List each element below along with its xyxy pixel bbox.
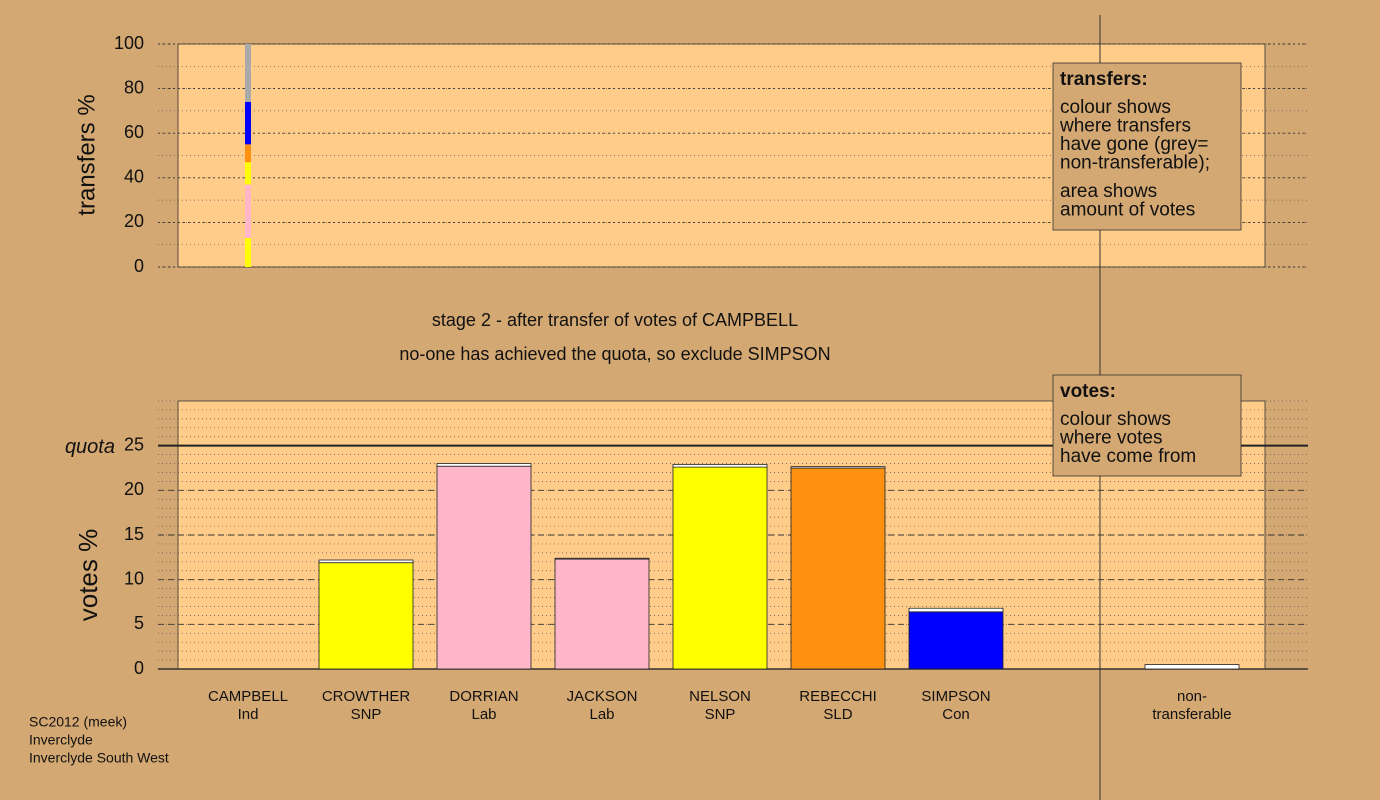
- x-tick-label: NELSON: [689, 688, 751, 705]
- y-tick-label: 15: [124, 524, 144, 544]
- x-tick-label: JACKSON: [567, 688, 638, 705]
- bar-segment: [318, 559, 414, 564]
- bar-segment: [908, 611, 1004, 670]
- footer-text: SC2012 (meek): [29, 714, 127, 730]
- footer-text: Inverclyde South West: [29, 750, 169, 766]
- x-tick-label: CROWTHER: [322, 688, 410, 705]
- legend-text: amount of votes: [1060, 200, 1195, 221]
- marks: CAMPBELLIndCROWTHERSNPDORRIANLabJACKSONL…: [208, 44, 1240, 723]
- x-tick-label: Lab: [471, 706, 496, 723]
- y-tick-label: 10: [124, 568, 144, 588]
- y-tick-label: 25: [124, 434, 144, 454]
- y-tick-label: 80: [124, 77, 144, 97]
- legend-box: [1052, 62, 1242, 231]
- legend-text: area shows: [1060, 181, 1157, 202]
- y-tick-label: 20: [124, 211, 144, 231]
- x-tick-label: transferable: [1152, 706, 1231, 723]
- x-tick-label: Con: [942, 706, 970, 723]
- bar-segment: [245, 238, 251, 267]
- legend-title: votes:: [1060, 381, 1116, 402]
- x-tick-label: SIMPSON: [921, 688, 990, 705]
- x-tick-label: CAMPBELL: [208, 688, 288, 705]
- quota-label: quota: [65, 436, 115, 458]
- bar-segment: [790, 467, 886, 670]
- bar-segment: [554, 558, 650, 670]
- x-tick-label: DORRIAN: [449, 688, 518, 705]
- y-tick-label: 0: [134, 256, 144, 276]
- bar-segment: [245, 162, 251, 185]
- x-tick-label: Ind: [238, 706, 259, 723]
- x-tick-label: non-: [1177, 688, 1207, 705]
- x-tick-label: REBECCHI: [799, 688, 877, 705]
- stage-text: stage 2 - after transfer of votes of CAM…: [432, 310, 798, 330]
- footer-text: Inverclyde: [29, 732, 93, 748]
- y-tick-label: 100: [114, 33, 144, 53]
- bar-segment: [1144, 664, 1240, 670]
- bar-segment: [245, 184, 251, 239]
- bar-segment: [245, 101, 251, 145]
- bar-segment: [790, 466, 886, 469]
- legend-box: [1052, 374, 1242, 477]
- bar-segment: [245, 144, 251, 163]
- y-axis-label: votes %: [73, 529, 103, 622]
- bar-segment: [908, 607, 1004, 613]
- bar-segment: [672, 464, 768, 468]
- legend-text: have come from: [1060, 446, 1196, 467]
- bar-segment: [554, 557, 650, 560]
- legend-text: colour shows: [1060, 97, 1171, 118]
- y-tick-label: 0: [134, 658, 144, 678]
- y-tick-label: 40: [124, 167, 144, 187]
- legend-text: where votes: [1059, 428, 1162, 449]
- x-tick-label: SLD: [823, 706, 852, 723]
- legend-text: colour shows: [1060, 409, 1171, 430]
- y-tick-label: 5: [134, 613, 144, 633]
- legend-text: non-transferable);: [1060, 153, 1210, 174]
- bar-segment: [436, 463, 532, 467]
- x-tick-label: SNP: [705, 706, 736, 723]
- stage-text: no-one has achieved the quota, so exclud…: [399, 344, 830, 364]
- bar-segment: [318, 562, 414, 670]
- bar-segment: [436, 465, 532, 670]
- legend-title: transfers:: [1060, 69, 1148, 90]
- bar-segment: [672, 466, 768, 670]
- y-tick-label: 20: [124, 479, 144, 499]
- y-tick-label: 60: [124, 122, 144, 142]
- y-axis-label: transfers %: [73, 94, 100, 215]
- legend-text: where transfers: [1059, 116, 1191, 137]
- x-tick-label: Lab: [589, 706, 614, 723]
- bar-segment: [245, 44, 251, 102]
- legend-text: have gone (grey=: [1060, 134, 1208, 155]
- x-tick-label: SNP: [351, 706, 382, 723]
